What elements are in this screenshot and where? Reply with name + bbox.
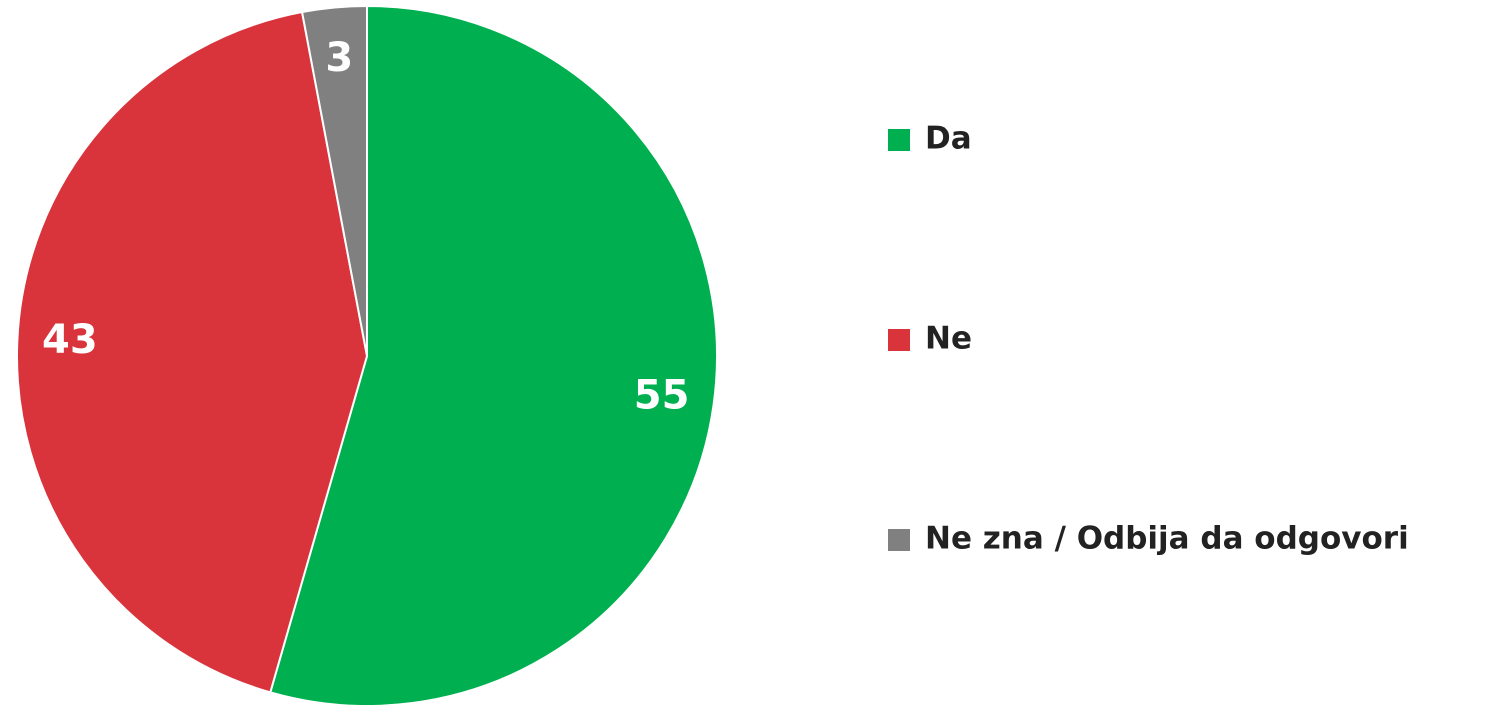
pie-slice: [269, 4, 718, 705]
pie-slice: [16, 10, 369, 694]
legend-label: Ne zna / Odbija da odgovori: [925, 521, 1409, 557]
legend-swatch: [888, 129, 910, 151]
value-label: 55: [634, 373, 690, 419]
legend-swatch: [888, 329, 910, 351]
pie-slice: [300, 4, 368, 357]
value-label: 43: [42, 317, 98, 363]
legend-swatch: [888, 529, 910, 551]
legend-label: Da: [925, 121, 972, 157]
legend-label: Ne: [925, 321, 972, 357]
value-label: 3: [325, 35, 353, 81]
